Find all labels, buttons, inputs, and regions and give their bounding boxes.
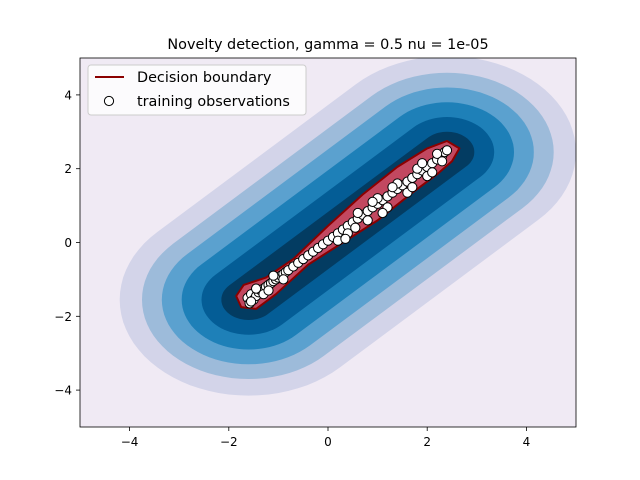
legend-label-training-observations: training observations bbox=[137, 94, 290, 110]
training-observation-point bbox=[268, 270, 279, 281]
training-observation-point bbox=[352, 207, 363, 219]
training-observation-point bbox=[340, 233, 351, 244]
training-observation-point bbox=[387, 182, 398, 193]
y-axis-ticks: −4 −2 0 2 4 bbox=[54, 88, 80, 398]
x-tick-label: 4 bbox=[523, 435, 531, 449]
legend-label-decision-boundary: Decision boundary bbox=[137, 70, 272, 86]
training-observation-point bbox=[427, 167, 438, 178]
y-tick-label: 0 bbox=[64, 236, 72, 250]
x-tick-label: 2 bbox=[423, 435, 431, 449]
x-tick-label: −2 bbox=[220, 435, 238, 449]
legend-training-observations-swatch bbox=[103, 95, 115, 107]
training-observation-point bbox=[441, 145, 453, 156]
training-observation-point bbox=[417, 158, 428, 169]
training-observation-point bbox=[437, 156, 448, 167]
training-observation-point bbox=[407, 182, 418, 193]
x-tick-label: 0 bbox=[324, 435, 332, 449]
training-observation-point bbox=[350, 222, 361, 233]
training-observations bbox=[242, 145, 453, 309]
training-observation-point bbox=[367, 196, 378, 207]
x-tick-label: −4 bbox=[121, 435, 139, 449]
training-observation-point bbox=[278, 274, 289, 285]
y-tick-label: 4 bbox=[64, 88, 72, 102]
y-tick-label: −4 bbox=[54, 384, 72, 398]
y-tick-label: −2 bbox=[54, 310, 72, 324]
training-observation-point bbox=[251, 283, 262, 294]
training-observation-point bbox=[362, 215, 373, 226]
training-observation-point bbox=[246, 296, 257, 307]
chart-title: Novelty detection, gamma = 0.5 nu = 1e-0… bbox=[167, 37, 488, 53]
training-observation-point bbox=[377, 207, 388, 219]
plot-area bbox=[80, 58, 576, 427]
training-observation-point bbox=[432, 148, 443, 159]
legend: Decision boundary training observations bbox=[87, 64, 307, 116]
y-tick-label: 2 bbox=[64, 162, 72, 176]
training-observation-point bbox=[263, 285, 274, 296]
x-axis-ticks: −4 −2 0 2 4 bbox=[121, 427, 530, 449]
legend-frame bbox=[87, 64, 307, 116]
